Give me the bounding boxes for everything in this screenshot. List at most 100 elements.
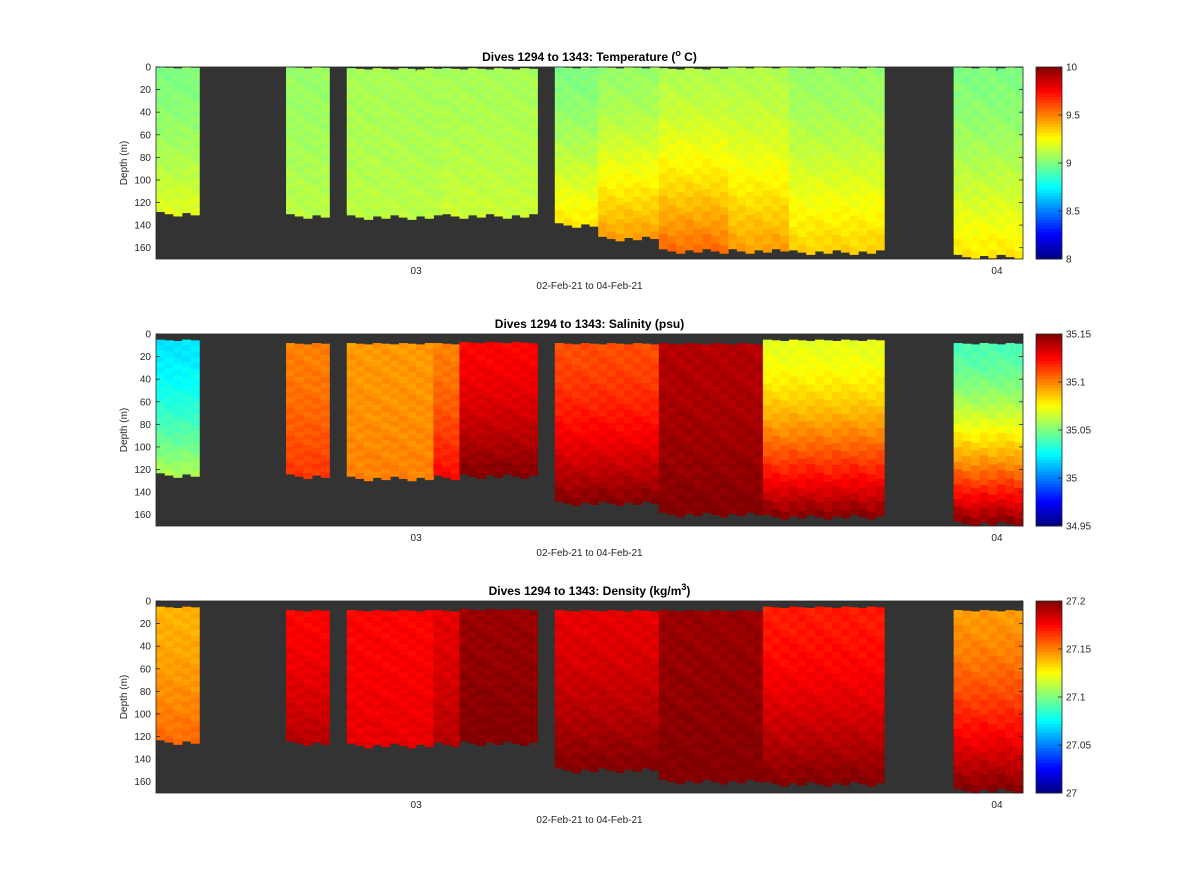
heatmap-cell <box>320 129 330 137</box>
heatmap-cell <box>589 717 599 726</box>
heatmap-cell <box>615 190 625 199</box>
heatmap-cell <box>442 716 452 723</box>
heatmap-cell <box>303 377 313 384</box>
heatmap-cell <box>346 404 356 411</box>
heatmap-cell <box>476 173 486 181</box>
heatmap-cell <box>156 187 166 194</box>
heatmap-cell <box>788 227 798 236</box>
heatmap-cell <box>416 471 426 478</box>
heatmap-cell <box>875 113 885 122</box>
heatmap-cell <box>962 154 972 163</box>
colorbar-segment <box>1036 67 1062 71</box>
heatmap-cell <box>294 172 304 180</box>
heatmap-cell <box>988 131 998 140</box>
heatmap-cell <box>606 696 616 704</box>
heatmap-cell <box>710 450 720 458</box>
heatmap-cell <box>676 107 686 116</box>
heatmap-cell <box>667 343 677 352</box>
heatmap-cell <box>771 218 781 227</box>
heatmap-cell <box>771 413 781 422</box>
heatmap-cell <box>572 644 582 653</box>
heatmap-cell <box>450 366 460 373</box>
heatmap-cell <box>312 348 322 355</box>
heatmap-cell <box>390 172 400 179</box>
heatmap-cell <box>390 399 400 406</box>
panel-title-superscript: o <box>675 48 681 58</box>
heatmap-cell <box>606 416 616 424</box>
heatmap-cell <box>693 168 703 177</box>
heatmap-cell <box>468 665 478 672</box>
y-tick-label: 0 <box>145 63 151 74</box>
heatmap-cell <box>832 68 842 77</box>
heatmap-cell <box>754 181 764 190</box>
heatmap-cell <box>294 80 304 87</box>
heatmap-cell <box>563 172 573 180</box>
heatmap-cell <box>580 210 590 218</box>
heatmap-cell <box>641 75 651 83</box>
heatmap-cell <box>728 97 738 106</box>
heatmap-cell <box>615 384 625 392</box>
heatmap-cell <box>450 209 460 217</box>
heatmap-cell <box>684 442 694 451</box>
heatmap-cell <box>598 722 608 730</box>
heatmap-cell <box>580 435 590 443</box>
heatmap-cell <box>433 610 443 616</box>
heatmap-cell <box>156 67 166 74</box>
heatmap-cell <box>520 660 530 667</box>
heatmap-cell <box>381 684 391 691</box>
heatmap-cell <box>294 737 304 744</box>
heatmap-cell <box>182 690 192 697</box>
heatmap-cell <box>589 764 599 772</box>
heatmap-cell <box>615 404 625 412</box>
heatmap-cell <box>381 355 391 362</box>
heatmap-cell <box>459 407 469 414</box>
heatmap-cell <box>502 637 512 644</box>
heatmap-cell <box>650 443 660 451</box>
heatmap-cell <box>762 507 772 516</box>
heatmap-cell <box>511 148 521 155</box>
heatmap-cell <box>502 414 512 420</box>
heatmap-cell <box>450 645 460 652</box>
heatmap-cell <box>996 68 1007 77</box>
heatmap-cell <box>598 683 608 691</box>
heatmap-cell <box>381 428 391 435</box>
heatmap-cell <box>624 696 634 704</box>
heatmap-cell <box>286 713 296 720</box>
heatmap-cell <box>641 138 651 146</box>
heatmap-cell <box>286 686 296 693</box>
heatmap-cell <box>468 129 478 136</box>
heatmap-cell <box>676 452 686 460</box>
heatmap-cell <box>866 191 877 200</box>
heatmap-cell <box>658 233 668 242</box>
heatmap-cell <box>658 434 668 443</box>
heatmap-cell <box>806 442 816 450</box>
heatmap-cell <box>433 687 443 694</box>
heatmap-cell <box>156 634 166 641</box>
heatmap-cell <box>485 647 495 654</box>
heatmap-cell <box>728 112 738 121</box>
heatmap-cell <box>710 129 720 138</box>
heatmap-cell <box>849 463 859 472</box>
heatmap-cell <box>528 442 538 449</box>
heatmap-cell <box>580 623 590 631</box>
heatmap-cell <box>693 429 703 438</box>
colorbar-segment <box>1036 100 1062 104</box>
heatmap-cell <box>615 89 625 98</box>
heatmap-cell <box>684 357 694 365</box>
heatmap-cell <box>485 653 495 660</box>
heatmap-cell <box>788 242 798 251</box>
heatmap-cell <box>728 450 738 458</box>
heatmap-cell <box>381 650 391 657</box>
heatmap-cell <box>858 197 868 206</box>
heatmap-cell <box>442 354 452 361</box>
heatmap-cell <box>797 510 807 519</box>
heatmap-cell <box>806 492 816 501</box>
heatmap-cell <box>372 92 382 100</box>
heatmap-cell <box>190 470 200 477</box>
colorbar-segment <box>1036 151 1062 155</box>
heatmap-cell <box>182 139 192 147</box>
heatmap-cell <box>528 681 538 688</box>
heatmap-cell <box>650 138 660 147</box>
heatmap-cell <box>745 350 755 359</box>
heatmap-cell <box>494 172 504 180</box>
